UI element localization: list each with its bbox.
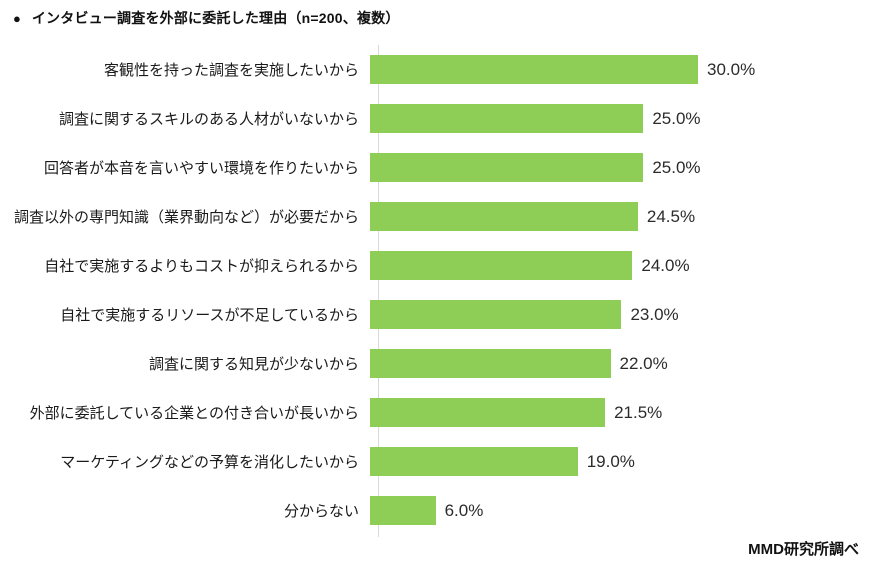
source-credit: MMD研究所調べ: [748, 541, 859, 558]
bar-chart: 客観性を持った調査を実施したいから 30.0% 調査に関するスキルのある人材がい…: [0, 45, 870, 537]
bar-track: 25.0%: [370, 104, 870, 133]
bar-track: 19.0%: [370, 447, 870, 476]
bar: [370, 300, 622, 329]
bar: [370, 496, 436, 525]
category-label: 客観性を持った調査を実施したいから: [103, 62, 359, 79]
category-label: 調査に関する知見が少ないから: [148, 356, 359, 373]
bar: [370, 447, 578, 476]
bar: [370, 251, 633, 280]
bar-track: 24.5%: [370, 202, 870, 231]
bar-track: 24.0%: [370, 251, 870, 280]
value-label: 23.0%: [630, 304, 679, 324]
bar-row: 調査に関する知見が少ないから 22.0%: [0, 339, 870, 388]
bar: [370, 55, 698, 84]
value-label: 21.5%: [614, 402, 663, 422]
value-label: 24.0%: [641, 255, 690, 275]
bar-track: 21.5%: [370, 398, 870, 427]
bar-track: 30.0%: [370, 55, 870, 84]
bullet-icon: ●: [13, 10, 21, 26]
category-label: 自社で実施するリソースが不足しているから: [60, 307, 359, 324]
bar: [370, 202, 638, 231]
value-label: 24.5%: [646, 206, 696, 226]
bar-row: 調査に関するスキルのある人材がいないから 25.0%: [0, 94, 870, 143]
bar-row: 客観性を持った調査を実施したいから 30.0%: [0, 45, 870, 94]
bar-row: マーケティングなどの予算を消化したいから 19.0%: [0, 437, 870, 486]
category-label: マーケティングなどの予算を消化したいから: [60, 454, 359, 471]
bar: [370, 349, 611, 378]
chart-title: インタビュー調査を外部に委託した理由（n=200、複数）: [31, 10, 400, 26]
chart-title-row: ● インタビュー調査を外部に委託した理由（n=200、複数）: [13, 8, 400, 28]
category-label: 外部に委託している企業との付き合いが長いから: [29, 405, 359, 422]
value-label: 6.0%: [444, 500, 484, 520]
bar-row: 自社で実施するリソースが不足しているから 23.0%: [0, 290, 870, 339]
bar-row: 分からない 6.0%: [0, 486, 870, 535]
bar-track: 23.0%: [370, 300, 870, 329]
bar: [370, 104, 644, 133]
bar-row: 回答者が本音を言いやすい環境を作りたいから 25.0%: [0, 143, 870, 192]
value-label: 25.0%: [652, 157, 701, 177]
bar: [370, 398, 606, 427]
value-label: 30.0%: [707, 59, 756, 79]
category-label: 分からない: [283, 503, 359, 520]
bar-row: 外部に委託している企業との付き合いが長いから 21.5%: [0, 388, 870, 437]
value-label: 19.0%: [586, 451, 635, 471]
bar: [370, 153, 644, 182]
category-label: 回答者が本音を言いやすい環境を作りたいから: [43, 160, 359, 177]
category-label: 調査に関するスキルのある人材がいないから: [58, 111, 359, 128]
value-label: 25.0%: [652, 108, 701, 128]
bar-track: 6.0%: [370, 496, 870, 525]
bar-rows: 客観性を持った調査を実施したいから 30.0% 調査に関するスキルのある人材がい…: [0, 45, 870, 535]
bar-row: 自社で実施するよりもコストが抑えられるから 24.0%: [0, 241, 870, 290]
category-label: 自社で実施するよりもコストが抑えられるから: [44, 258, 359, 275]
axis-line: [378, 45, 379, 537]
bar-track: 22.0%: [370, 349, 870, 378]
bar-track: 25.0%: [370, 153, 870, 182]
category-label: 調査以外の専門知識（業界動向など）が必要だから: [13, 209, 359, 226]
bar-row: 調査以外の専門知識（業界動向など）が必要だから 24.5%: [0, 192, 870, 241]
value-label: 22.0%: [619, 353, 668, 373]
